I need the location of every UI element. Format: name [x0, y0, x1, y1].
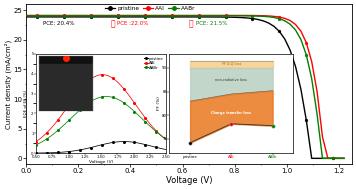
- Text: 🌶: 🌶: [110, 19, 115, 28]
- Text: PCE: 20.4%: PCE: 20.4%: [42, 21, 74, 26]
- Text: 🌶: 🌶: [188, 19, 193, 28]
- Legend: pristine, AAI, AABr: pristine, AAI, AABr: [105, 5, 195, 11]
- X-axis label: Voltage (V): Voltage (V): [166, 176, 212, 185]
- Y-axis label: Current density (mA/cm²): Current density (mA/cm²): [4, 40, 12, 129]
- Text: PCE :22.0%: PCE :22.0%: [117, 21, 149, 26]
- Text: PCE: 21.5%: PCE: 21.5%: [195, 21, 227, 26]
